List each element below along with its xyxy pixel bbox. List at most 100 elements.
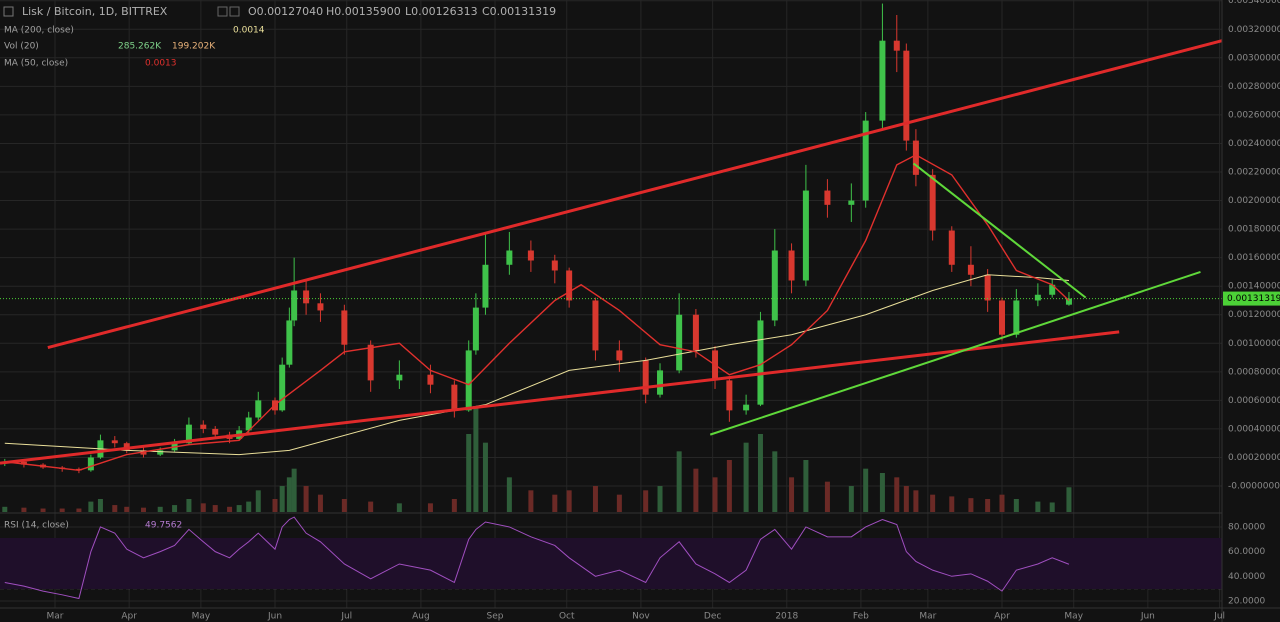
volume-bar xyxy=(396,503,402,512)
ohlc-close: C0.00131319 xyxy=(482,5,556,18)
volume-bar xyxy=(2,506,8,512)
indicator-value: 0.0014 xyxy=(233,26,265,36)
x-tick-label: Dec xyxy=(704,612,721,622)
candle-body xyxy=(726,380,733,411)
volume-bar xyxy=(272,499,278,512)
volume-bar xyxy=(552,494,558,512)
candle-body xyxy=(157,450,164,455)
trendline xyxy=(47,39,1223,350)
volume-bar xyxy=(743,442,749,512)
volume-bar xyxy=(88,501,94,512)
volume-bar xyxy=(124,506,130,512)
x-tick-label: Jul xyxy=(1213,612,1225,622)
candle-body xyxy=(903,50,910,141)
candle-body xyxy=(317,303,324,311)
y-tick-label: 0.00180000 xyxy=(1228,225,1280,235)
candle-body xyxy=(341,310,348,345)
candle-body xyxy=(472,307,479,351)
y-tick-label: 0.00160000 xyxy=(1228,253,1280,263)
x-tick-label: Mar xyxy=(919,612,936,622)
volume-bar xyxy=(76,508,82,512)
candle-body xyxy=(743,404,750,411)
volume-bar xyxy=(712,477,718,512)
volume-bar xyxy=(1013,499,1019,512)
volume-bar xyxy=(482,442,488,512)
candle-body xyxy=(642,360,649,395)
candle-body xyxy=(929,174,936,231)
volume-bar xyxy=(227,506,233,512)
icon[interactable] xyxy=(217,6,228,17)
y-tick-label: -0.00000000 xyxy=(1228,482,1280,492)
x-tick-label: Apr xyxy=(121,612,137,622)
plot xyxy=(0,3,1223,600)
x-tick-label: Jun xyxy=(267,612,282,622)
candle-body xyxy=(771,250,778,321)
volume-bar xyxy=(1066,487,1072,512)
trendline xyxy=(912,162,1087,299)
volume-bar xyxy=(949,496,955,512)
volume-bar xyxy=(303,486,309,512)
rsi-line xyxy=(4,516,1070,600)
candle-body xyxy=(592,300,599,351)
volume-bar xyxy=(21,507,27,512)
candle-body xyxy=(1034,294,1041,301)
x-tick-label: May xyxy=(1064,612,1083,622)
rsi-value: 49.7562 xyxy=(145,521,182,531)
candle-body xyxy=(427,374,434,385)
trendline xyxy=(0,330,1120,465)
moving-average xyxy=(4,274,1069,456)
rsi-name: RSI (14, close) xyxy=(4,521,69,531)
volume-bar xyxy=(172,505,178,512)
x-tick-label: Jun xyxy=(1140,612,1155,622)
y-tick-label: 0.00120000 xyxy=(1228,310,1280,320)
volume-bar xyxy=(40,508,46,512)
ohlc-high: H0.00135900 xyxy=(326,5,401,18)
candle-body xyxy=(396,374,403,381)
volume-bar xyxy=(693,468,699,512)
candle-body xyxy=(291,290,298,321)
volume-bar xyxy=(726,460,732,512)
volume-bar xyxy=(863,468,869,512)
icon[interactable] xyxy=(229,6,240,17)
indicator-value: 0.0013 xyxy=(145,59,177,69)
volume-bar xyxy=(643,490,649,512)
candle-body xyxy=(757,320,764,405)
rsi-tick-label: 40.0000 xyxy=(1228,572,1265,582)
volume-bar xyxy=(279,486,285,512)
volume-bar xyxy=(848,486,854,512)
candle-body xyxy=(1065,298,1072,305)
y-tick-label: 0.00220000 xyxy=(1228,167,1280,177)
candle-body xyxy=(245,417,252,431)
volume-bar xyxy=(657,486,663,512)
candle-body xyxy=(657,370,664,395)
y-tick-label: 0.00240000 xyxy=(1228,139,1280,149)
volume-bar xyxy=(616,494,622,512)
candle-body xyxy=(912,140,919,175)
volume-bar xyxy=(824,481,830,512)
volume-bar xyxy=(212,505,218,512)
volume-bar xyxy=(592,486,598,512)
last-price-label: 0.00131319 xyxy=(1227,294,1280,304)
volume-bar xyxy=(200,503,206,512)
candle-body xyxy=(802,190,809,281)
candle-body xyxy=(788,250,795,281)
candle-body xyxy=(967,264,974,275)
candle-body xyxy=(824,190,831,205)
collapse-icon[interactable] xyxy=(3,6,14,17)
x-tick-label: Jul xyxy=(340,612,352,622)
volume-bar xyxy=(894,477,900,512)
volume-ma-value: 199.202K xyxy=(172,42,216,52)
y-tick-label: 0.00100000 xyxy=(1228,339,1280,349)
volume-bar xyxy=(879,473,885,512)
candle-body xyxy=(111,440,118,444)
volume-bar xyxy=(112,505,118,512)
moving-average xyxy=(4,154,1070,472)
candle-body xyxy=(303,290,310,304)
volume-bar xyxy=(1035,501,1041,512)
candle-body xyxy=(506,250,513,265)
volume-bar xyxy=(140,507,146,512)
last-price-box xyxy=(1223,291,1280,306)
candle-body xyxy=(87,457,94,471)
volume-bar xyxy=(803,460,809,512)
grid xyxy=(0,0,1222,608)
